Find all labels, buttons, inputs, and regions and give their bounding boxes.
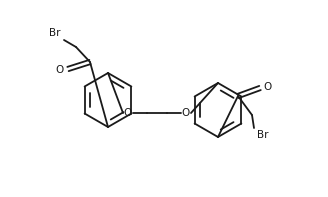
Text: O: O [56,65,64,75]
Text: O: O [124,108,132,118]
Text: Br: Br [257,130,269,140]
Text: O: O [182,108,190,118]
Text: Br: Br [49,28,61,38]
Text: O: O [264,82,272,92]
